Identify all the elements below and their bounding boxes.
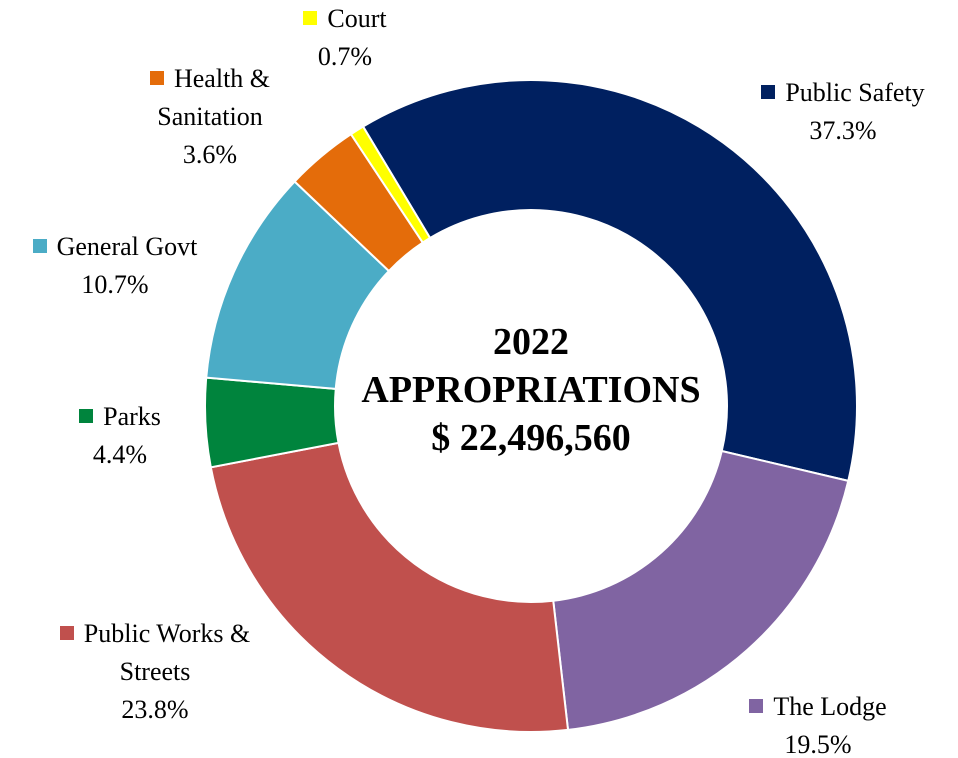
legend-marker [59,626,74,640]
value-label: 37.3% [809,116,877,145]
value-label: 3.6% [182,140,238,169]
category-label: Health & Sanitation 3.6% [110,60,310,174]
legend-entry: Court [270,0,420,38]
legend-entry: Public Works & Streets [30,615,280,691]
legend-marker [761,85,776,99]
legend-marker [149,71,164,85]
value-label: 0.7% [317,42,373,71]
legend-marker [79,409,94,423]
legend-entry: Parks [45,398,195,436]
category-label: Public Works & Streets 23.8% [30,615,280,729]
wedge [552,449,850,731]
wedge [209,441,570,733]
value-label: 19.5% [784,730,852,758]
legend-entry: Health & Sanitation [110,60,310,136]
legend-text: Court [327,4,387,33]
legend-text: General Govt [56,232,198,261]
legend-entry: General Govt [0,228,230,266]
value-label: 23.8% [121,695,189,724]
category-label: General Govt 10.7% [0,228,230,304]
category-label: Public Safety 37.3% [738,74,948,150]
legend-text: Public Safety [785,78,925,107]
wedge [349,125,432,244]
legend-text: The Lodge [773,692,887,721]
legend-text: Parks [103,402,161,431]
legend-marker [303,11,318,25]
legend-text: Public Works & Streets [83,619,251,686]
category-label: Court 0.7% [270,0,420,76]
category-label: Parks 4.4% [45,398,195,474]
annotation: $ 22,496,560 [431,417,631,459]
value-label: 10.7% [81,270,149,299]
legend-entry: The Lodge [718,688,918,726]
legend-marker [749,699,764,713]
value-label: 4.4% [92,440,148,469]
legend-text: Health & Sanitation [157,64,271,131]
chart-title: 2022 APPROPRIATIONS [361,321,701,411]
legend-entry: Public Safety [738,74,948,112]
category-label: The Lodge 19.5% [718,688,918,758]
wedge [361,79,858,483]
legend-marker [32,239,47,253]
center-text: 2022 APPROPRIATIONS $ 22,496,560 [346,318,716,462]
